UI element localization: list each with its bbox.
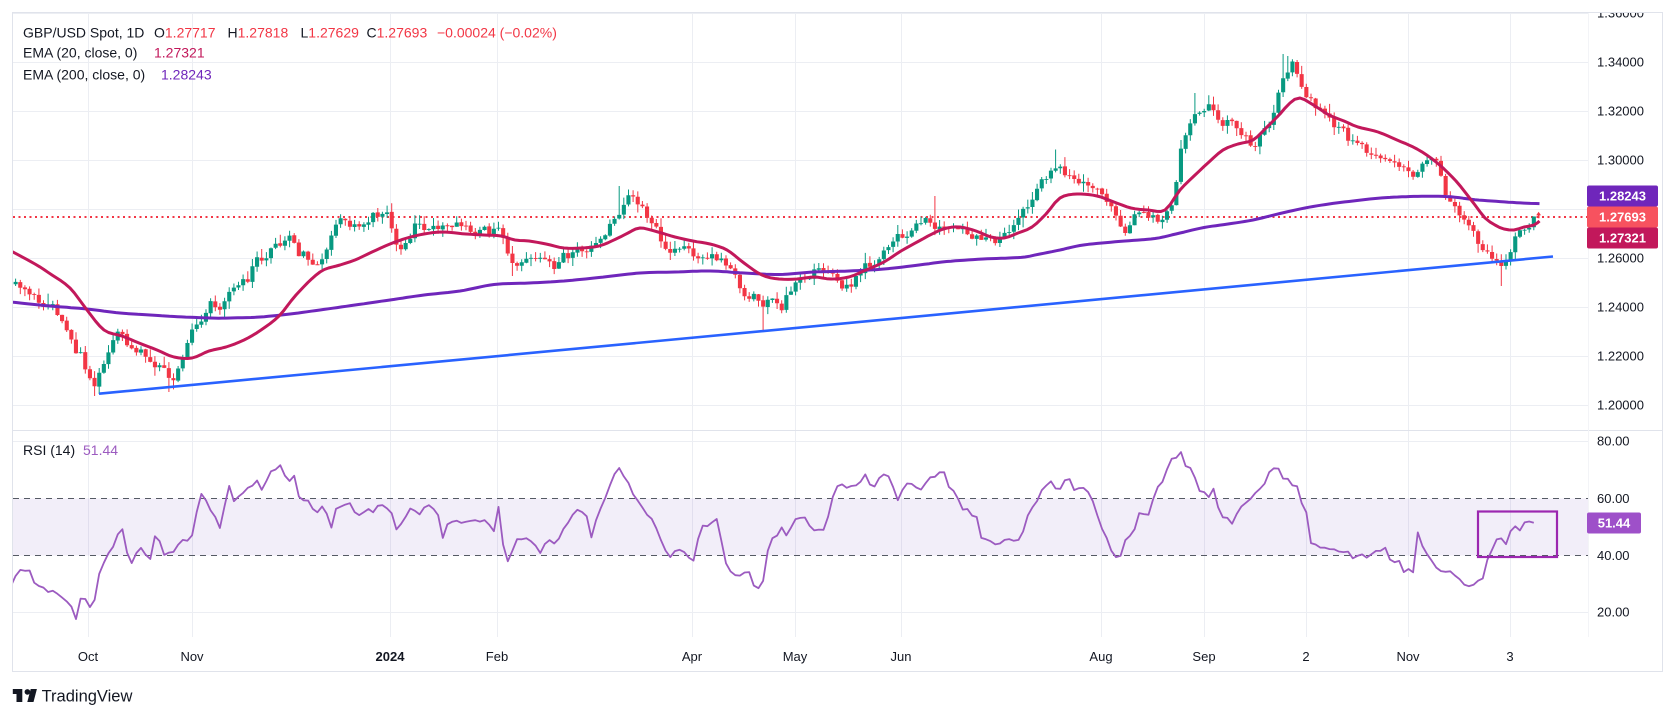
svg-text:Jun: Jun (891, 649, 912, 664)
svg-text:1.32000: 1.32000 (1597, 104, 1644, 119)
svg-text:Feb: Feb (486, 649, 508, 664)
svg-text:TradingView: TradingView (42, 688, 133, 706)
svg-text:May: May (783, 649, 808, 664)
svg-text:60.00: 60.00 (1597, 491, 1630, 506)
svg-text:Oct: Oct (78, 649, 99, 664)
svg-text:1.27321: 1.27321 (1599, 231, 1646, 246)
svg-text:1.34000: 1.34000 (1597, 55, 1644, 70)
svg-text:1.27693: 1.27693 (1599, 210, 1646, 225)
svg-text:20.00: 20.00 (1597, 605, 1630, 620)
svg-text:3: 3 (1506, 649, 1513, 664)
svg-text:1.24000: 1.24000 (1597, 300, 1644, 315)
svg-text:1.30000: 1.30000 (1597, 153, 1644, 168)
svg-text:1.20000: 1.20000 (1597, 398, 1644, 413)
svg-text:2024: 2024 (376, 649, 406, 664)
svg-text:1.28243: 1.28243 (1599, 189, 1646, 204)
svg-text:Nov: Nov (1396, 649, 1420, 664)
svg-text:2: 2 (1302, 649, 1309, 664)
svg-text:EMA (200, close, 0)1.28243: EMA (200, close, 0) 1.28243 (23, 67, 212, 83)
svg-text:Nov: Nov (180, 649, 204, 664)
svg-text:Sep: Sep (1192, 649, 1215, 664)
svg-text:Aug: Aug (1089, 649, 1112, 664)
svg-text:RSI (14)51.44: RSI (14) 51.44 (23, 442, 118, 458)
svg-text:1.36000: 1.36000 (1597, 6, 1644, 21)
svg-text:40.00: 40.00 (1597, 548, 1630, 563)
svg-text:80.00: 80.00 (1597, 434, 1630, 449)
svg-text:Apr: Apr (682, 649, 703, 664)
svg-text:51.44: 51.44 (1598, 516, 1631, 531)
svg-text:EMA (20, close, 0)1.27321: EMA (20, close, 0) 1.27321 (23, 45, 205, 61)
svg-text:1.22000: 1.22000 (1597, 349, 1644, 364)
svg-text:1.26000: 1.26000 (1597, 251, 1644, 266)
